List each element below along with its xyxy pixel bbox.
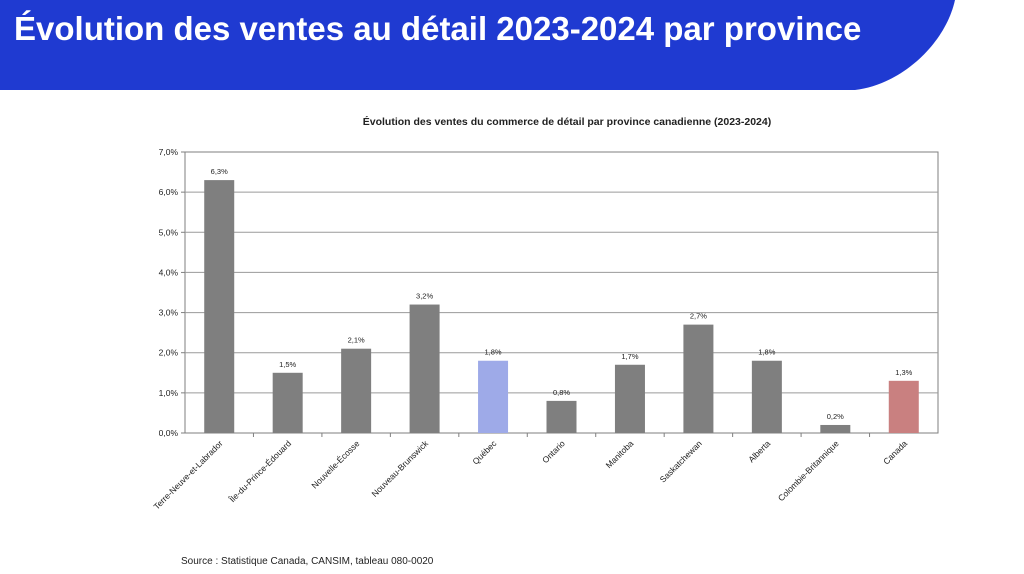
data-label: 6,3% [211, 167, 228, 176]
y-tick-label: 6,0% [159, 187, 179, 197]
x-tick-label: Alberta [746, 438, 772, 464]
bar [272, 372, 303, 433]
y-tick-label: 7,0% [159, 147, 179, 157]
slide-title: Évolution des ventes au détail 2023-2024… [14, 10, 862, 47]
data-label: 1,8% [484, 348, 501, 357]
y-tick-label: 3,0% [159, 308, 179, 318]
data-label: 2,7% [690, 312, 707, 321]
y-tick-label: 4,0% [159, 267, 179, 277]
data-label: 2,1% [348, 336, 365, 345]
bar [341, 348, 372, 433]
bar [820, 424, 851, 433]
bar [888, 380, 919, 433]
bar [546, 400, 577, 433]
source-note: Source : Statistique Canada, CANSIM, tab… [181, 556, 434, 567]
bar [409, 304, 440, 433]
data-label: 0,8% [553, 388, 570, 397]
data-label: 1,8% [758, 348, 775, 357]
bar [751, 360, 782, 433]
data-label: 1,5% [279, 360, 296, 369]
x-tick-label: Colombie-Britannique [776, 438, 841, 503]
x-tick-label: Manitoba [604, 438, 636, 470]
x-tick-label: Québec [470, 438, 499, 467]
x-tick-label: Île-du-Prince-Édouard [227, 438, 294, 505]
y-tick-label: 0,0% [159, 428, 179, 438]
x-tick-label: Canada [881, 438, 909, 466]
title-banner: Évolution des ventes au détail 2023-2024… [0, 0, 1024, 90]
bar [478, 360, 509, 433]
data-label: 1,7% [621, 352, 638, 361]
bar [204, 180, 235, 433]
x-tick-label: Nouvelle-Écosse [309, 438, 361, 490]
y-tick-label: 1,0% [159, 388, 179, 398]
bar [683, 324, 714, 433]
bar [614, 364, 645, 433]
x-tick-label: Terre-Neuve-et-Labrador [151, 438, 224, 511]
x-tick-label: Saskatchewan [658, 438, 704, 484]
chart-title: Évolution des ventes du commerce de déta… [362, 116, 772, 128]
data-label: 1,3% [895, 368, 912, 377]
title-banner-shape [0, 0, 955, 90]
y-tick-label: 2,0% [159, 348, 179, 358]
x-tick-label: Nouveau-Brunswick [369, 438, 430, 499]
x-tick-label: Ontario [540, 438, 567, 465]
data-label: 3,2% [416, 292, 433, 301]
data-label: 0,2% [827, 412, 844, 421]
y-tick-label: 5,0% [159, 227, 179, 237]
